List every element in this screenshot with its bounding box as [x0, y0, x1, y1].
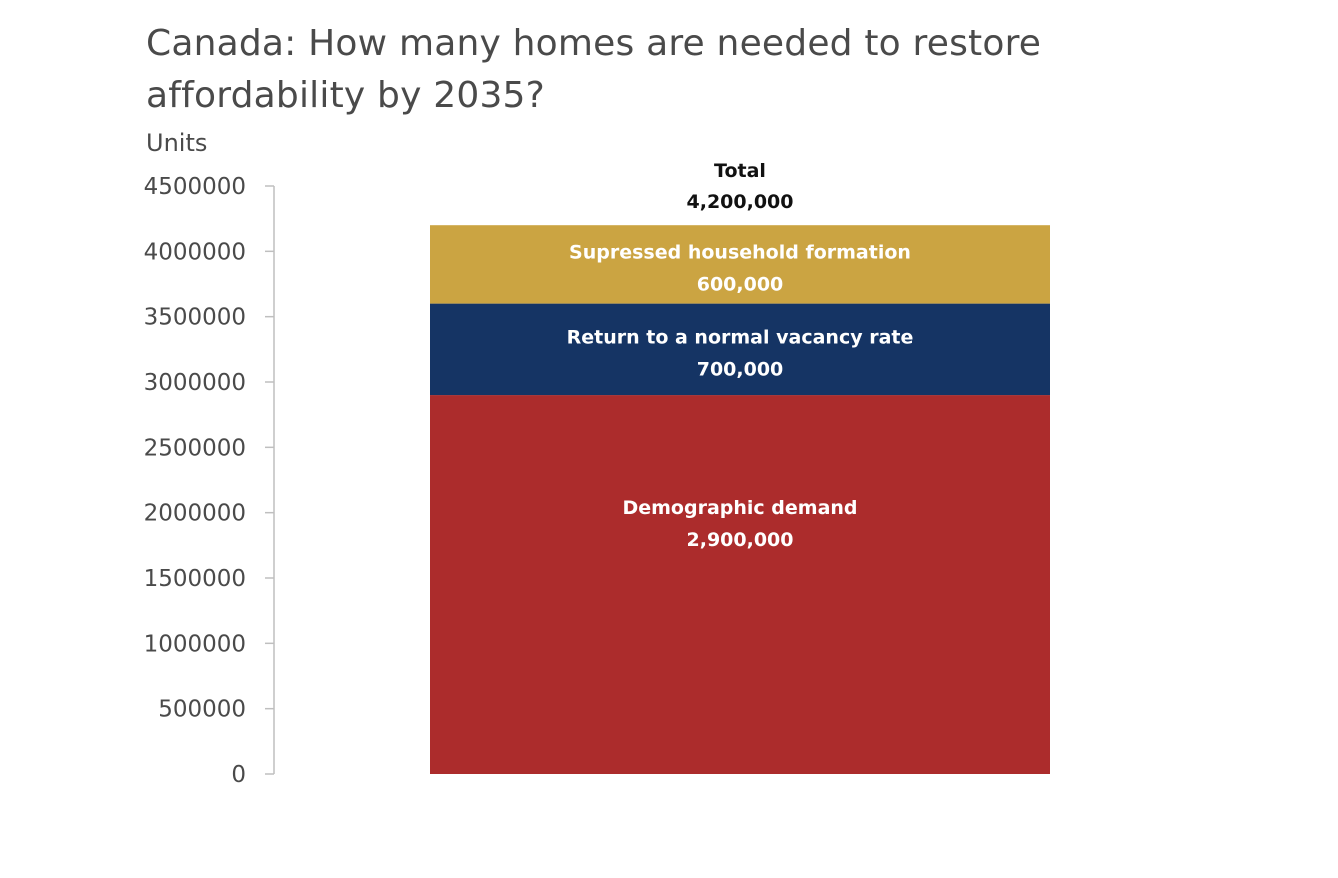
bar-segment — [430, 395, 1050, 774]
segment-value-label: 2,900,000 — [687, 529, 794, 551]
segment-value-label: 600,000 — [697, 273, 784, 295]
chart-title-line-1: Canada: How many homes are needed to res… — [146, 23, 1042, 64]
y-tick-label: 3000000 — [144, 370, 246, 396]
y-tick-label: 0 — [231, 762, 246, 788]
bar-segment — [430, 225, 1050, 304]
total-label: Total — [714, 160, 766, 182]
y-axis-ticks: 0 500000 1000000 1500000 2000000 2500000 30000… — [144, 174, 274, 788]
segment-value-label: 700,000 — [697, 358, 784, 380]
segment-name-label: Supressed household formation — [569, 241, 911, 263]
total-value-label: 4,200,000 — [687, 191, 794, 213]
segment-name-label: Demographic demand — [622, 497, 857, 519]
bar-labels: Demographic demand 2,900,000 Return to a n… — [567, 160, 914, 551]
y-tick-label: 4500000 — [144, 174, 246, 200]
y-tick-label: 2500000 — [144, 435, 246, 461]
y-tick-label: 1500000 — [144, 566, 246, 592]
y-tick-label: 2000000 — [144, 501, 246, 527]
y-tick-label: 1000000 — [144, 631, 246, 657]
y-tick-label: 500000 — [158, 697, 246, 723]
chart-title: Canada: How many homes are needed to res… — [146, 18, 1146, 122]
segment-name-label: Return to a normal vacancy rate — [567, 326, 914, 348]
bar-segments — [430, 225, 1050, 774]
bar-segment — [430, 303, 1050, 396]
y-axis-label: Units — [146, 129, 207, 157]
chart-title-line-2: affordability by 2035? — [146, 75, 545, 116]
y-tick-label: 3500000 — [144, 305, 246, 331]
y-tick-label: 4000000 — [144, 239, 246, 265]
